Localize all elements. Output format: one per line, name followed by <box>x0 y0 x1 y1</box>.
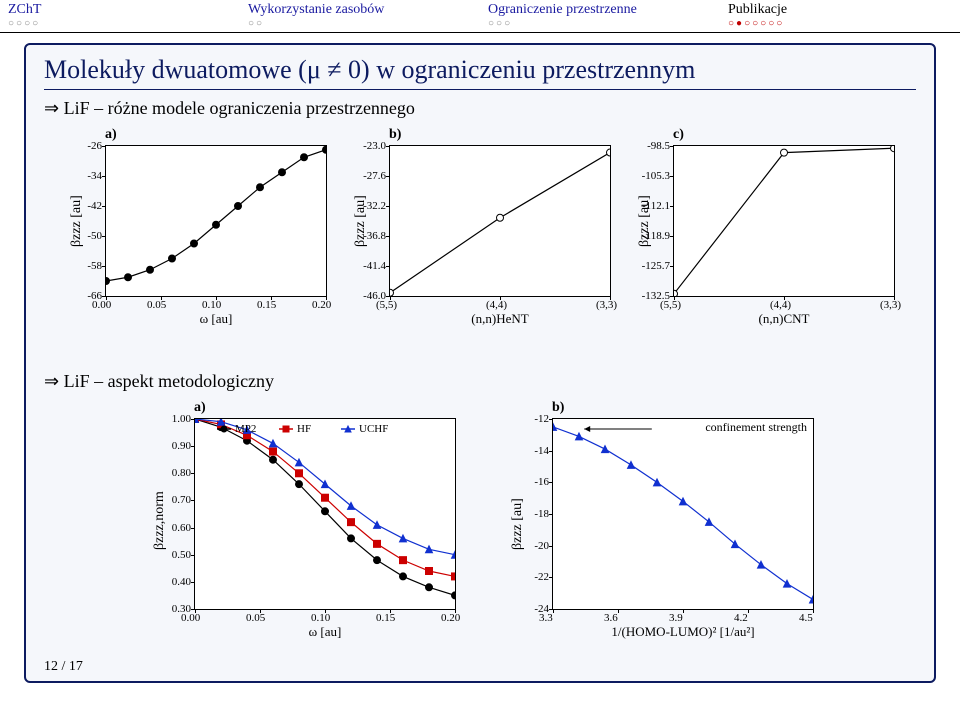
slide-frame: Molekuły dwuatomowe (μ ≠ 0) w ograniczen… <box>24 43 936 683</box>
nav-tab-publikacje[interactable]: Publikacje ○●○○○○○ <box>720 0 960 32</box>
chart-e: confinement strength-12-14-16-18-20-22-2… <box>552 418 814 610</box>
ylabel-d: βzzz,norm <box>152 491 168 550</box>
nav-label: ZChT <box>8 2 232 18</box>
chart-c: -98.5-105.3-112.1-118.9-125.7-132.5(5,5)… <box>673 145 895 297</box>
xlabel-c: (n,n)CNT <box>673 311 895 327</box>
nav-tabs: ZChT ○○○○ Wykorzystanie zasobów ○○ Ogran… <box>0 0 960 33</box>
panel-letter-a: a) <box>105 127 117 143</box>
chart-b-wrap: b) βzzz [au] -23.0-27.6-32.2-36.8-41.4-4… <box>345 127 615 359</box>
xlabel-b: (n,n)HeNT <box>389 311 611 327</box>
nav-dots: ○○○ <box>488 18 712 29</box>
nav-label: Ograniczenie przestrzenne <box>488 2 712 18</box>
ylabel-a: βzzz [au] <box>69 195 85 247</box>
xlabel-d: ω [au] <box>194 624 456 640</box>
svg-text:MP2: MP2 <box>235 423 256 435</box>
svg-text:confinement strength: confinement strength <box>705 420 807 434</box>
xlabel-a: ω [au] <box>105 311 327 327</box>
page-number: 12 / 17 <box>44 659 83 675</box>
nav-tab-ograniczenie[interactable]: Ograniczenie przestrzenne ○○○ <box>480 0 720 32</box>
nav-dots: ○○ <box>248 18 472 29</box>
chart-e-wrap: b) βzzz [au] confinement strength-12-14-… <box>500 400 818 672</box>
xlabel-e: 1/(HOMO-LUMO)² [1/au²] <box>552 624 814 640</box>
chart-a: -26-34-42-50-58-660.000.050.100.150.20 <box>105 145 327 297</box>
svg-text:HF: HF <box>297 423 311 435</box>
ylabel-e: βzzz [au] <box>510 498 526 550</box>
panel-letter-e: b) <box>552 400 564 416</box>
chart-c-wrap: c) βzzz [au] -98.5-105.3-112.1-118.9-125… <box>629 127 899 359</box>
svg-text:UCHF: UCHF <box>359 423 388 435</box>
nav-tab-zcht[interactable]: ZChT ○○○○ <box>0 0 240 32</box>
bottom-chart-row: a) βzzz,norm MP2HFUCHF1.000.900.800.700.… <box>44 400 916 672</box>
chart-d-wrap: a) βzzz,norm MP2HFUCHF1.000.900.800.700.… <box>142 400 460 672</box>
nav-dots: ○○○○ <box>8 18 232 29</box>
panel-letter-c: c) <box>673 127 684 143</box>
bullet-1: ⇒ LiF – różne modele ograniczenia przest… <box>44 98 916 119</box>
nav-dots: ○●○○○○○ <box>728 18 952 29</box>
chart-d: MP2HFUCHF1.000.900.800.700.600.500.400.3… <box>194 418 456 610</box>
chart-a-wrap: a) βzzz [au] -26-34-42-50-58-660.000.050… <box>61 127 331 359</box>
nav-label: Wykorzystanie zasobów <box>248 2 472 18</box>
bullet-2: ⇒ LiF – aspekt metodologiczny <box>44 371 916 392</box>
top-chart-row: a) βzzz [au] -26-34-42-50-58-660.000.050… <box>44 127 916 359</box>
nav-label: Publikacje <box>728 2 952 18</box>
panel-letter-d: a) <box>194 400 206 416</box>
nav-tab-wykorzystanie[interactable]: Wykorzystanie zasobów ○○ <box>240 0 480 32</box>
slide-title: Molekuły dwuatomowe (μ ≠ 0) w ograniczen… <box>44 55 916 90</box>
chart-b: -23.0-27.6-32.2-36.8-41.4-46.0(5,5)(4,4)… <box>389 145 611 297</box>
panel-letter-b: b) <box>389 127 401 143</box>
